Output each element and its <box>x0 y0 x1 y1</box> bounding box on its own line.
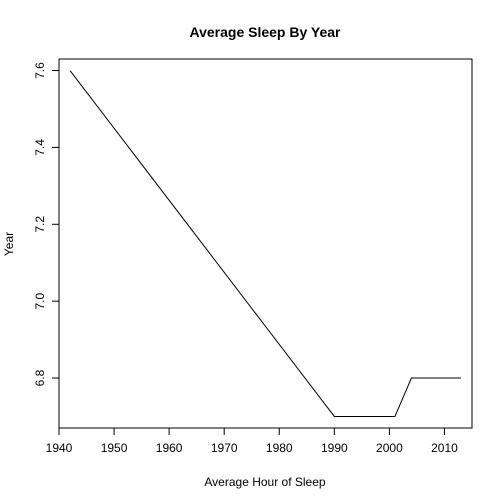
x-tick-label: 2010 <box>431 441 458 455</box>
y-tick-label: 6.8 <box>33 369 47 386</box>
x-tick-label: 1990 <box>321 441 348 455</box>
x-tick-label: 1960 <box>156 441 183 455</box>
x-tick-label: 2000 <box>376 441 403 455</box>
y-axis: 6.8 7.0 7.2 7.4 7.6 <box>33 62 60 386</box>
x-tick-label: 1980 <box>266 441 293 455</box>
x-tick-label: 1950 <box>101 441 128 455</box>
x-axis: 1940 1950 1960 1970 1980 1990 2000 2010 <box>46 427 458 455</box>
x-tick-label: 1970 <box>211 441 238 455</box>
series-layer <box>69 70 461 417</box>
x-axis-label: Average Hour of Sleep <box>204 475 326 489</box>
series-line <box>69 70 461 417</box>
y-tick-label: 7.2 <box>33 216 47 233</box>
x-tick-label: 1940 <box>46 441 73 455</box>
y-axis-label: Year <box>2 232 16 256</box>
chart-title: Average Sleep By Year <box>190 24 342 40</box>
y-tick-label: 7.6 <box>33 62 47 79</box>
y-tick-label: 7.0 <box>33 292 47 309</box>
y-tick-label: 7.4 <box>33 139 47 156</box>
